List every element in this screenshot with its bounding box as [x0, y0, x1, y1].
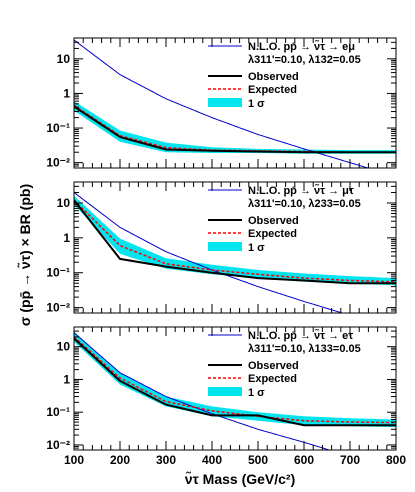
theory-curve [74, 192, 344, 313]
y-tick-label: 1 [63, 372, 70, 386]
legend-expected-label: Expected [248, 84, 297, 96]
legend-band-label: 1 σ [248, 387, 265, 399]
panel-1: 10⁻² 10⁻¹ 1 10 N.L.O. pp̄ → ν̃τ → eμλ311'=0.… [46, 37, 397, 170]
panel-3: 10⁻² 10⁻¹ 1 10 N.L.O. pp̄ → ν̃τ → eτλ311'=0.… [46, 326, 397, 452]
expected-line [74, 104, 396, 153]
x-tick-label: 400 [202, 453, 222, 467]
y-tick-label: 10⁻¹ [46, 266, 70, 280]
panel-2: 10⁻² 10⁻¹ 1 10 N.L.O. pp̄ → ν̃τ → μτλ311'=0.… [46, 181, 397, 315]
legend-band-swatch [208, 242, 242, 251]
observed-line [74, 199, 396, 285]
plot-area [74, 192, 396, 313]
plot-area [74, 332, 396, 450]
legend-band-swatch [208, 387, 242, 396]
legend-observed-label: Observed [248, 215, 299, 227]
y-tick-label: 10⁻² [46, 301, 70, 315]
plot-area [74, 39, 396, 168]
y-tick-label: 10⁻² [46, 438, 70, 452]
y-tick-label: 10 [57, 196, 71, 210]
observed-line [74, 105, 396, 154]
panel-frame [73, 181, 397, 314]
legend-coupling-label: λ311'=0.10, λ132=0.05 [248, 54, 361, 66]
one-sigma-band [74, 101, 396, 154]
observed-line [74, 337, 396, 427]
x-axis-label: ν̃τ Mass (GeV/c²) [185, 470, 296, 487]
panel-frame [73, 326, 397, 451]
theory-curve [74, 332, 332, 450]
legend-band-label: 1 σ [248, 242, 265, 254]
legend-observed-label: Observed [248, 360, 299, 372]
legend-coupling-label: λ311'=0.10, λ133=0.05 [248, 343, 361, 355]
panel-frame [73, 37, 397, 169]
theory-curve [74, 39, 370, 168]
legend-band-label: 1 σ [248, 98, 265, 110]
legend-coupling-label: λ311'=0.10, λ233=0.05 [248, 198, 361, 210]
legend-observed-label: Observed [248, 71, 299, 83]
y-tick-label: 10⁻¹ [46, 121, 70, 135]
x-tick-label: 600 [294, 453, 314, 467]
legend-theory-label: N.L.O. pp̄ → ν̃τ → eτ [248, 329, 353, 342]
x-tick-label: 200 [110, 453, 130, 467]
y-tick-label: 1 [63, 231, 70, 245]
y-tick-label: 10⁻¹ [46, 405, 70, 419]
y-tick-label: 10 [57, 340, 71, 354]
x-tick-label: 300 [156, 453, 176, 467]
legend-expected-label: Expected [248, 373, 297, 385]
x-tick-label: 700 [340, 453, 360, 467]
x-tick-label: 100 [64, 453, 84, 467]
one-sigma-band [74, 195, 396, 286]
y-tick-label: 10 [57, 52, 71, 66]
x-tick-label: 500 [248, 453, 268, 467]
x-tick-label: 800 [386, 453, 406, 467]
expected-line [74, 199, 396, 283]
y-tick-label: 1 [63, 86, 70, 100]
expected-line [74, 336, 396, 424]
y-axis-label: σ (pp̄ → ν̃τ) × BR (pb) [16, 184, 33, 326]
legend-theory-label: N.L.O. pp̄ → ν̃τ → μτ [248, 184, 354, 197]
y-tick-label: 10⁻² [46, 156, 70, 170]
legend-theory-label: N.L.O. pp̄ → ν̃τ → eμ [248, 40, 355, 53]
legend-band-swatch [208, 98, 242, 107]
legend-expected-label: Expected [248, 228, 297, 240]
